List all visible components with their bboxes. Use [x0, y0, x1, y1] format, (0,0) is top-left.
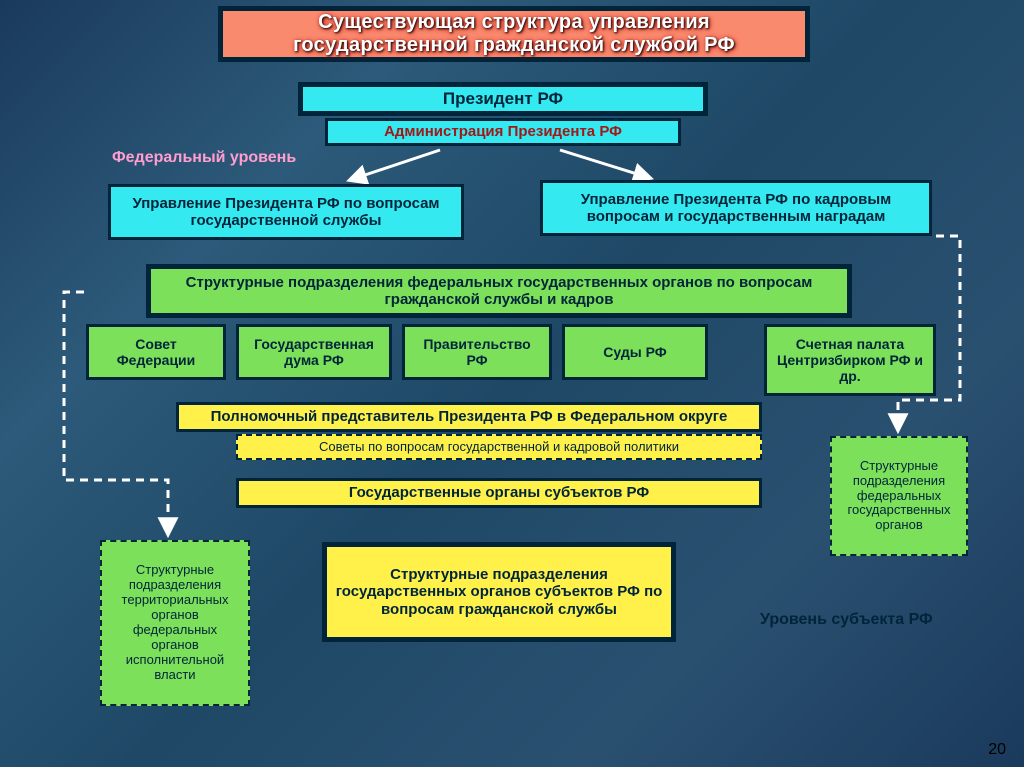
- box-administration: Администрация Президента РФ: [325, 118, 681, 146]
- box-sovet-fed: Совет Федерации: [86, 324, 226, 380]
- label-subject-level-text: Уровень субъекта РФ: [760, 611, 933, 629]
- box-dept-personnel: Управление Президента РФ по кадровым воп…: [540, 180, 932, 236]
- label-subject-level: Уровень субъекта РФ: [760, 610, 980, 630]
- box-subject-struct: Структурные подразделения государственны…: [322, 542, 676, 642]
- arrow-admin-to-left-dept: [350, 150, 440, 180]
- box-right-struct-text: Структурные подразделения федеральных го…: [840, 459, 958, 534]
- box-sovet-fed-text: Совет Федерации: [97, 336, 215, 368]
- box-president-text: Президент РФ: [443, 89, 563, 109]
- title-line1: Существующая структура управления: [318, 11, 710, 34]
- box-audit: Счетная палата Центризбирком РФ и др.: [764, 324, 936, 396]
- box-president: Президент РФ: [298, 82, 708, 116]
- box-administration-text: Администрация Президента РФ: [384, 123, 622, 140]
- diagram-stage: Существующая структура управления госуда…: [0, 0, 1024, 767]
- box-courts: Суды РФ: [562, 324, 708, 380]
- box-dept-gov-service: Управление Президента РФ по вопросам гос…: [108, 184, 464, 240]
- box-dept-personnel-text: Управление Президента РФ по кадровым воп…: [551, 191, 921, 226]
- box-plenipotentiary-text: Полномочный представитель Президента РФ …: [211, 408, 728, 425]
- page-number: 20: [988, 741, 1006, 759]
- box-courts-text: Суды РФ: [603, 344, 666, 360]
- box-government-text: Правительство РФ: [413, 336, 541, 368]
- box-plenipotentiary: Полномочный представитель Президента РФ …: [176, 402, 762, 432]
- title-line2: государственной гражданской службой РФ: [293, 34, 735, 57]
- box-struct-feds: Структурные подразделения федеральных го…: [146, 264, 852, 318]
- box-left-struct: Структурные подразделения территориальны…: [100, 540, 250, 706]
- box-audit-text: Счетная палата Центризбирком РФ и др.: [775, 336, 925, 384]
- box-struct-feds-text: Структурные подразделения федеральных го…: [159, 274, 839, 309]
- box-subject-organs: Государственные органы субъектов РФ: [236, 478, 762, 508]
- box-duma-text: Государственная дума РФ: [247, 336, 381, 368]
- label-federal-level-text: Федеральный уровень: [112, 149, 296, 167]
- box-councils-text: Советы по вопросам государственной и кад…: [319, 440, 679, 455]
- box-left-struct-text: Структурные подразделения территориальны…: [110, 563, 240, 683]
- box-right-struct: Структурные подразделения федеральных го…: [830, 436, 968, 556]
- box-dept-gov-service-text: Управление Президента РФ по вопросам гос…: [119, 195, 453, 230]
- box-councils: Советы по вопросам государственной и кад…: [236, 434, 762, 460]
- box-subject-struct-text: Структурные подразделения государственны…: [335, 566, 663, 618]
- arrow-admin-to-right-dept: [560, 150, 650, 178]
- slide-title: Существующая структура управления госуда…: [218, 6, 810, 62]
- box-government: Правительство РФ: [402, 324, 552, 380]
- box-subject-organs-text: Государственные органы субъектов РФ: [349, 484, 649, 501]
- label-federal-level: Федеральный уровень: [112, 148, 332, 168]
- box-duma: Государственная дума РФ: [236, 324, 392, 380]
